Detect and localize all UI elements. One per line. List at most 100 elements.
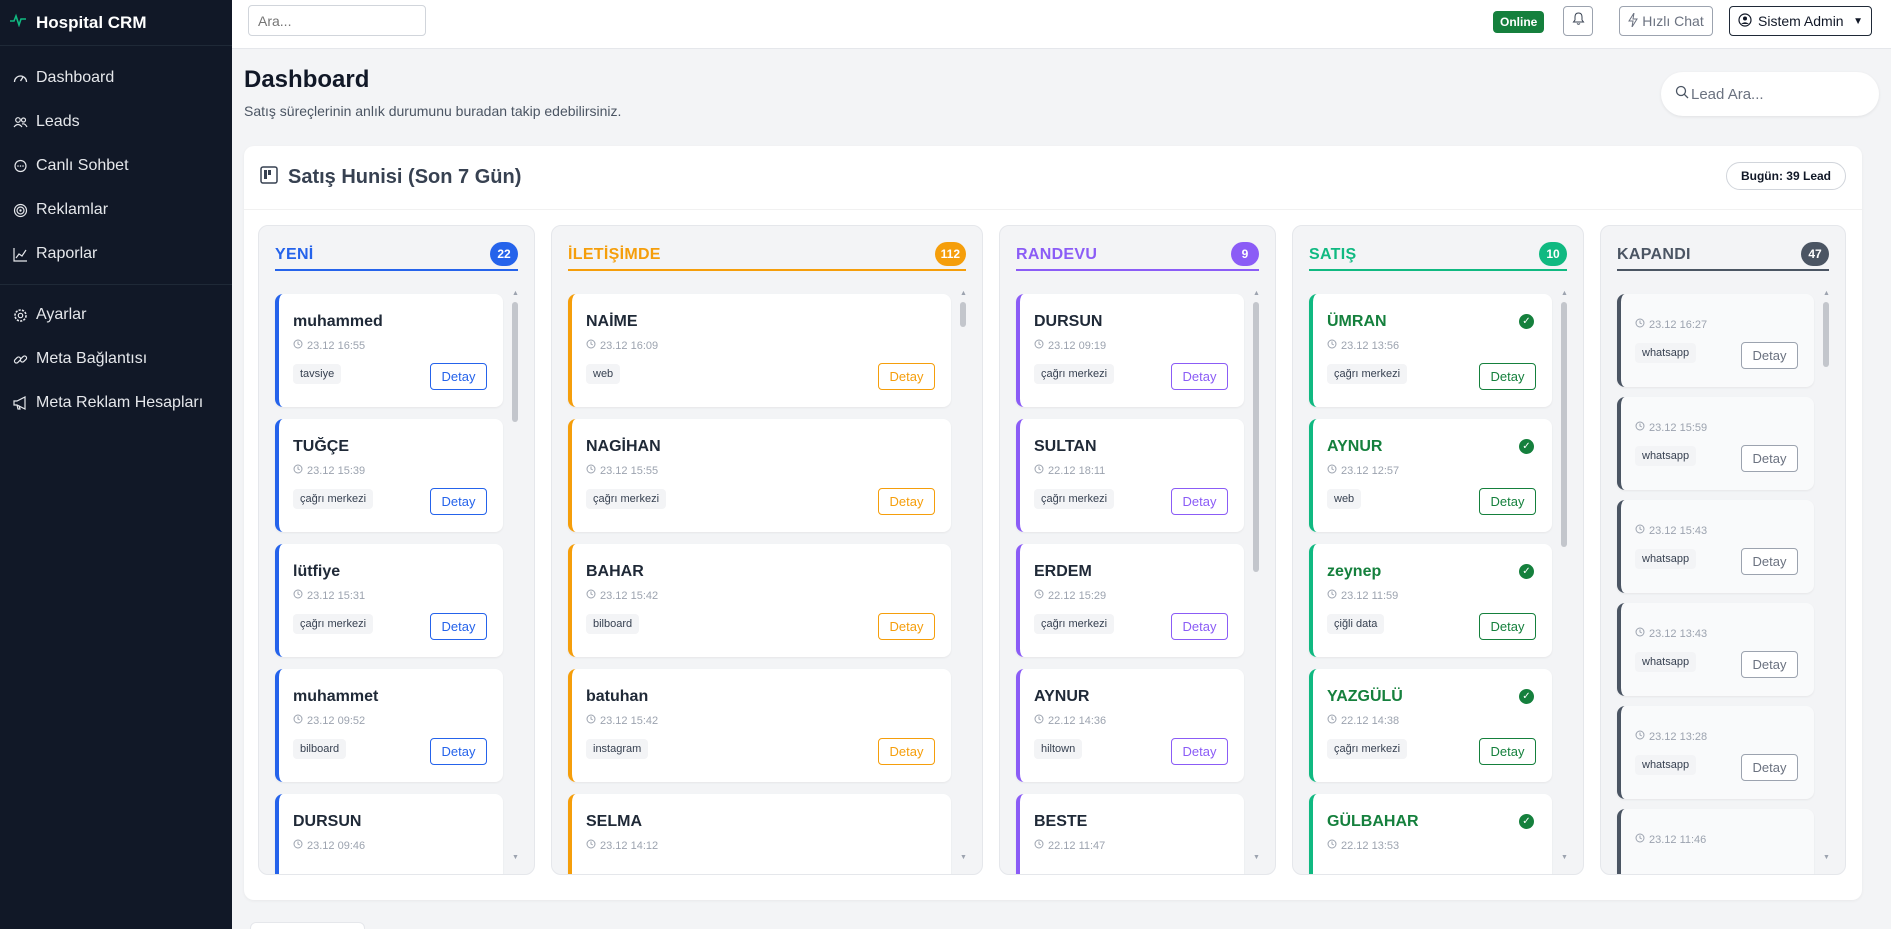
column-scrollbar[interactable]: ▲ ▼ (1823, 290, 1830, 861)
lead-card[interactable]: BAHAR 23.12 15:42 bilboard Detay (568, 544, 951, 657)
sidebar-item-dashboard[interactable]: Dashboard (0, 56, 232, 100)
scrollbar-thumb[interactable] (1253, 302, 1259, 572)
global-search-input[interactable] (248, 5, 426, 36)
lead-detail-button[interactable]: Detay (878, 613, 935, 640)
scroll-down-icon[interactable]: ▼ (1561, 854, 1568, 861)
column-scrollbar[interactable]: ▲ ▼ (960, 290, 967, 861)
lead-card[interactable]: 23.12 15:43 whatsapp Detay (1617, 500, 1814, 593)
column-scrollbar[interactable]: ▲ ▼ (512, 290, 519, 861)
brand[interactable]: Hospital CRM (0, 0, 232, 46)
lead-card[interactable]: 23.12 15:59 whatsapp Detay (1617, 397, 1814, 490)
check-circle-icon: ✓ (1519, 689, 1534, 704)
lead-time-text: 23.12 09:52 (307, 714, 366, 727)
lead-detail-button[interactable]: Detay (1171, 738, 1228, 765)
lead-detail-button[interactable]: Detay (430, 738, 487, 765)
lead-time-text: 23.12 15:31 (307, 589, 366, 602)
lead-card[interactable]: 23.12 16:27 whatsapp Detay (1617, 294, 1814, 387)
lead-card[interactable]: 23.12 13:43 whatsapp Detay (1617, 603, 1814, 696)
lead-detail-button[interactable]: Detay (878, 363, 935, 390)
sidebar-item-leads[interactable]: Leads (0, 100, 232, 144)
lead-card[interactable]: 23.12 13:28 whatsapp Detay (1617, 706, 1814, 799)
lead-card[interactable]: batuhan 23.12 15:42 instagram Detay (568, 669, 951, 782)
lead-detail-button[interactable]: Detay (1741, 445, 1798, 472)
scroll-up-icon[interactable]: ▲ (1253, 290, 1260, 297)
sidebar-item-meta-ba-lant-s-[interactable]: Meta Bağlantısı (0, 337, 232, 381)
lead-card[interactable]: GÜLBAHAR 22.12 13:53 ✓ (1309, 794, 1552, 874)
scroll-down-icon[interactable]: ▼ (1253, 854, 1260, 861)
user-menu-button[interactable]: Sistem Admin ▼ (1729, 6, 1872, 36)
sidebar-item-meta-reklam-hesaplar-[interactable]: Meta Reklam Hesapları (0, 381, 232, 425)
lead-detail-button[interactable]: Detay (1479, 738, 1536, 765)
lead-detail-button[interactable]: Detay (1171, 488, 1228, 515)
lead-detail-button[interactable]: Detay (1741, 651, 1798, 678)
quick-chat-button[interactable]: Hızlı Chat (1619, 6, 1713, 36)
lead-detail-button[interactable]: Detay (1479, 363, 1536, 390)
lead-card[interactable]: AYNUR 23.12 12:57 web Detay ✓ (1309, 419, 1552, 532)
lead-detail-button[interactable]: Detay (1479, 488, 1536, 515)
notifications-button[interactable] (1563, 6, 1593, 36)
clock-icon (1034, 339, 1044, 352)
kanban-icon (260, 166, 278, 189)
lead-card[interactable]: AYNUR 22.12 14:36 hiltown Detay (1016, 669, 1244, 782)
lead-card[interactable]: ÜMRAN 23.12 13:56 çağrı merkezi Detay ✓ (1309, 294, 1552, 407)
lead-detail-button[interactable]: Detay (430, 363, 487, 390)
scrollbar-thumb[interactable] (1823, 302, 1829, 367)
lead-time: 23.12 11:59 (1327, 589, 1398, 602)
lead-card[interactable]: ERDEM 22.12 15:29 çağrı merkezi Detay (1016, 544, 1244, 657)
lead-detail-button[interactable]: Detay (1741, 754, 1798, 781)
clock-icon (1034, 464, 1044, 477)
lead-card[interactable]: SULTAN 22.12 18:11 çağrı merkezi Detay (1016, 419, 1244, 532)
lead-detail-button[interactable]: Detay (430, 488, 487, 515)
sidebar-item-raporlar[interactable]: Raporlar (0, 232, 232, 276)
lead-detail-button[interactable]: Detay (1171, 613, 1228, 640)
sidebar-item-canl-sohbet[interactable]: Canlı Sohbet (0, 144, 232, 188)
lead-source-tag: bilboard (586, 614, 640, 634)
scroll-down-icon[interactable]: ▼ (512, 854, 519, 861)
lead-search-input[interactable]: Lead Ara... (1661, 72, 1879, 116)
sidebar-item-ayarlar[interactable]: Ayarlar (0, 293, 232, 337)
lead-detail-button[interactable]: Detay (878, 488, 935, 515)
lead-card[interactable]: DURSUN 23.12 09:19 çağrı merkezi Detay (1016, 294, 1244, 407)
lead-detail-button[interactable]: Detay (1741, 548, 1798, 575)
lead-time: 22.12 14:38 (1327, 714, 1399, 727)
target-icon (12, 202, 28, 218)
lead-card[interactable]: NAİME 23.12 16:09 web Detay (568, 294, 951, 407)
chat-icon (12, 158, 28, 174)
lead-time-text: 23.12 13:56 (1341, 339, 1400, 352)
scroll-up-icon[interactable]: ▲ (1823, 290, 1830, 297)
lead-detail-button[interactable]: Detay (1171, 363, 1228, 390)
lead-detail-button[interactable]: Detay (1741, 342, 1798, 369)
lead-card[interactable]: TUĞÇE 23.12 15:39 çağrı merkezi Detay (275, 419, 503, 532)
lead-time-text: 23.12 15:39 (307, 464, 366, 477)
bottom-panel-tab[interactable] (250, 922, 365, 929)
scroll-up-icon[interactable]: ▲ (1561, 290, 1568, 297)
lead-card[interactable]: muhammed 23.12 16:55 tavsiye Detay (275, 294, 503, 407)
scroll-down-icon[interactable]: ▼ (960, 854, 967, 861)
lead-card[interactable]: muhammet 23.12 09:52 bilboard Detay (275, 669, 503, 782)
lead-card[interactable]: SELMA 23.12 14:12 (568, 794, 951, 874)
scroll-down-icon[interactable]: ▼ (1823, 854, 1830, 861)
lead-card[interactable]: YAZGÜLÜ 22.12 14:38 çağrı merkezi Detay ✓ (1309, 669, 1552, 782)
user-circle-icon (1738, 12, 1752, 30)
lead-name: AYNUR (1034, 688, 1090, 705)
lead-name: ÜMRAN (1327, 313, 1387, 330)
scroll-up-icon[interactable]: ▲ (512, 290, 519, 297)
lead-card[interactable]: 23.12 11:46 (1617, 809, 1814, 874)
sidebar-item-reklamlar[interactable]: Reklamlar (0, 188, 232, 232)
lead-detail-button[interactable]: Detay (1479, 613, 1536, 640)
column-scrollbar[interactable]: ▲ ▼ (1561, 290, 1568, 861)
scrollbar-thumb[interactable] (1561, 302, 1567, 547)
scrollbar-thumb[interactable] (512, 302, 518, 422)
lead-source-tag: çağrı merkezi (293, 614, 374, 634)
lead-card[interactable]: lütfiye 23.12 15:31 çağrı merkezi Detay (275, 544, 503, 657)
lead-card[interactable]: NAGİHAN 23.12 15:55 çağrı merkezi Detay (568, 419, 951, 532)
column-scrollbar[interactable]: ▲ ▼ (1253, 290, 1260, 861)
scrollbar-thumb[interactable] (960, 302, 966, 327)
lead-card[interactable]: DURSUN 23.12 09:46 (275, 794, 503, 874)
scroll-up-icon[interactable]: ▲ (960, 290, 967, 297)
lead-card[interactable]: zeynep 23.12 11:59 çiğli data Detay ✓ (1309, 544, 1552, 657)
lead-card[interactable]: BESTE 22.12 11:47 (1016, 794, 1244, 874)
lead-detail-button[interactable]: Detay (430, 613, 487, 640)
clock-icon (1327, 464, 1337, 477)
lead-detail-button[interactable]: Detay (878, 738, 935, 765)
